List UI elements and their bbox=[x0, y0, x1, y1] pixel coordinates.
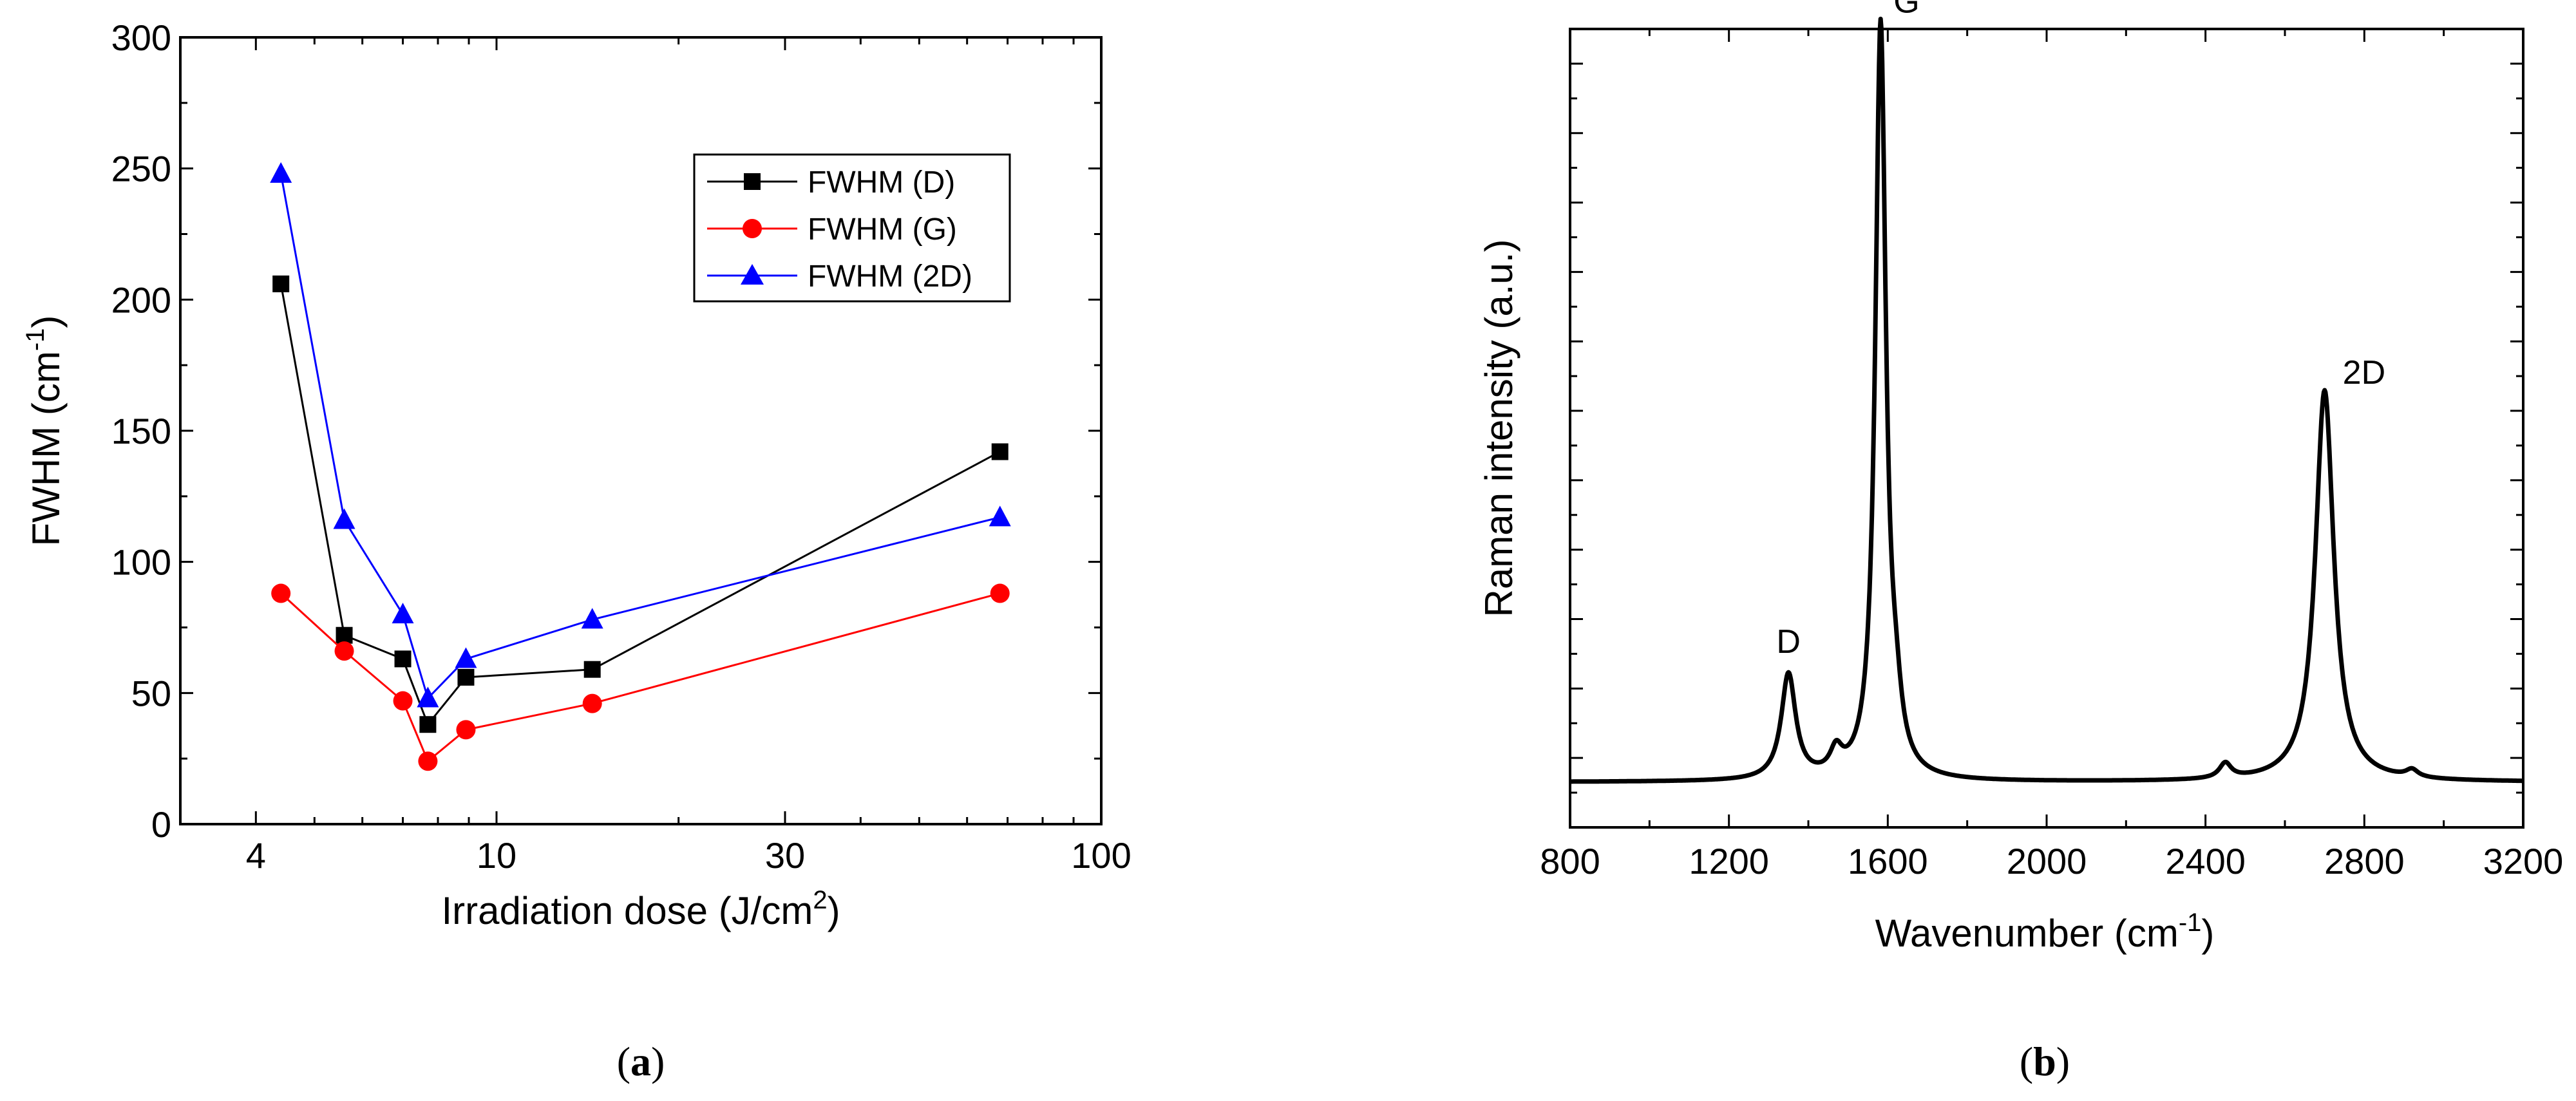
data-point-triangle bbox=[392, 603, 414, 624]
a-x-tick-label: 4 bbox=[246, 835, 266, 876]
data-point-triangle bbox=[455, 647, 477, 668]
panel-b-raman-chart: 800 1200 1600 2000 2400 2800 3200 D G 2D Wavenum… bbox=[1477, 0, 2563, 1084]
a-y-tick-label: 150 bbox=[111, 411, 171, 451]
legend-entry-2d: FWHM (2D) bbox=[707, 259, 972, 294]
data-point-square bbox=[991, 443, 1009, 460]
data-point-triangle bbox=[989, 505, 1011, 527]
panel-a-legend: FWHM (D) FWHM (G) FWHM (2D) bbox=[693, 153, 1011, 303]
a-x-tick-label: 10 bbox=[477, 835, 516, 876]
panel-a-x-axis-label: Irradiation dose (J/cm2) bbox=[441, 886, 840, 932]
panel-a-y-axis-label: FWHM (cm-1) bbox=[21, 315, 68, 547]
legend-marker-triangle bbox=[741, 264, 764, 285]
data-point-circle bbox=[271, 583, 291, 603]
peak-label-g: G bbox=[1893, 0, 1919, 20]
data-point-square bbox=[419, 716, 437, 733]
data-point-circle bbox=[418, 751, 438, 771]
b-x-tick-label: 2800 bbox=[2324, 841, 2405, 881]
raman-spectrum-line bbox=[1568, 16, 2525, 784]
data-point-square bbox=[272, 275, 290, 292]
data-point-triangle bbox=[333, 508, 355, 529]
b-x-tick-label: 2000 bbox=[2007, 841, 2087, 881]
a-y-tick-label: 100 bbox=[111, 542, 171, 583]
peak-label-d: D bbox=[1776, 623, 1801, 661]
b-x-tick-label: 2400 bbox=[2165, 841, 2246, 881]
b-x-tick-label: 1200 bbox=[1689, 841, 1769, 881]
a-x-tick-label: 30 bbox=[765, 835, 805, 876]
series-line bbox=[279, 283, 1001, 727]
panel-b-peak-labels: D G 2D bbox=[1776, 0, 2385, 661]
panel-b-y-axis-label: Raman intensity (a.u.) bbox=[1477, 240, 1520, 617]
legend-entry-d: FWHM (D) bbox=[707, 165, 955, 200]
data-point-triangle bbox=[581, 608, 603, 629]
data-point-square bbox=[394, 650, 412, 668]
data-point-triangle bbox=[270, 162, 292, 183]
panel-b-caption: (b) bbox=[2020, 1039, 2070, 1084]
data-point-circle bbox=[456, 720, 476, 740]
series-fwhm-2d bbox=[270, 162, 1011, 708]
legend-label-g: FWHM (G) bbox=[808, 212, 957, 247]
panel-b-x-axis-label: Wavenumber (cm-1) bbox=[1875, 908, 2215, 955]
b-x-tick-label: 800 bbox=[1540, 841, 1600, 881]
panel-a-fwhm-chart: 4 10 30 100 0 50 100 150 200 250 300 FWHM (D) FWH… bbox=[21, 17, 1132, 1084]
panel-b-plot-frame bbox=[1569, 28, 2524, 829]
data-point-circle bbox=[990, 583, 1010, 603]
panel-b-y-ticks bbox=[1570, 28, 2523, 829]
data-point-circle bbox=[582, 693, 602, 713]
panel-a-caption: (a) bbox=[617, 1039, 665, 1084]
panel-b-x-ticks: 800 1200 1600 2000 2400 2800 3200 bbox=[1540, 29, 2563, 881]
data-point-triangle bbox=[417, 686, 439, 708]
data-point-square bbox=[336, 626, 353, 644]
series-fwhm-d bbox=[272, 275, 1009, 733]
series-fwhm-g bbox=[271, 583, 1010, 771]
b-x-tick-label: 1600 bbox=[1848, 841, 1928, 881]
peak-label-2d: 2D bbox=[2343, 354, 2385, 391]
a-y-tick-label: 300 bbox=[111, 17, 171, 58]
legend-marker-circle bbox=[743, 219, 762, 238]
a-y-tick-label: 50 bbox=[131, 673, 171, 713]
a-y-tick-label: 0 bbox=[151, 804, 171, 845]
data-point-circle bbox=[334, 641, 354, 661]
legend-marker-square bbox=[744, 173, 761, 190]
b-x-tick-label: 3200 bbox=[2483, 841, 2564, 881]
data-point-square bbox=[583, 661, 601, 678]
legend-label-d: FWHM (D) bbox=[808, 165, 955, 200]
data-point-square bbox=[457, 668, 475, 686]
data-point-circle bbox=[393, 691, 413, 711]
legend-entry-g: FWHM (G) bbox=[707, 212, 957, 247]
a-x-tick-label: 100 bbox=[1071, 835, 1131, 876]
panel-a-series bbox=[270, 162, 1011, 771]
legend-label-2d: FWHM (2D) bbox=[808, 259, 972, 294]
panel-a-y-ticks: 0 50 100 150 200 250 300 bbox=[111, 17, 1101, 845]
panel-a-x-ticks: 4 10 30 100 bbox=[179, 37, 1132, 876]
a-y-tick-label: 200 bbox=[111, 279, 171, 320]
series-line bbox=[280, 592, 1001, 763]
a-y-tick-label: 250 bbox=[111, 149, 171, 189]
